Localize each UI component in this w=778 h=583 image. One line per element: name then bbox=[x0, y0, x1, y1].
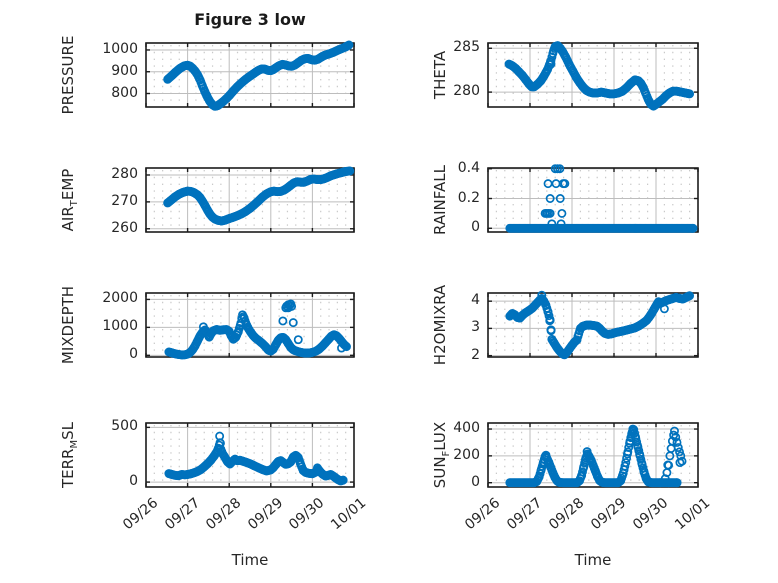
data-point bbox=[543, 179, 553, 189]
x-axis-label-right: Time bbox=[574, 551, 612, 569]
y-tick-label: 200 bbox=[453, 446, 480, 463]
x-axis-label-left: Time bbox=[231, 551, 269, 569]
data-point bbox=[216, 438, 225, 448]
data-point bbox=[672, 438, 682, 447]
y-tick-label: 500 bbox=[111, 418, 138, 435]
data-point bbox=[338, 475, 348, 485]
data-point bbox=[555, 164, 565, 174]
data-point bbox=[556, 219, 566, 229]
data-point bbox=[344, 40, 354, 50]
data-point bbox=[669, 430, 679, 440]
data-point bbox=[202, 91, 212, 101]
data-point bbox=[623, 447, 633, 457]
data-point bbox=[685, 89, 695, 99]
data-point bbox=[670, 426, 679, 436]
data-point bbox=[541, 450, 551, 460]
data-point bbox=[555, 194, 565, 203]
data-point bbox=[582, 447, 592, 457]
data-point bbox=[663, 460, 673, 470]
data-point bbox=[278, 316, 288, 326]
data-point bbox=[288, 318, 298, 328]
y-tick-label: 900 bbox=[111, 62, 138, 79]
data-point bbox=[560, 179, 570, 189]
data-point bbox=[621, 458, 631, 468]
data-point bbox=[675, 447, 684, 457]
data-point bbox=[671, 432, 681, 442]
data-point bbox=[675, 458, 685, 468]
data-point bbox=[685, 291, 695, 301]
plot-area-theta bbox=[487, 41, 699, 111]
y-tick-label: 1000 bbox=[102, 40, 138, 57]
data-point bbox=[628, 424, 638, 434]
plot-area-pressure bbox=[145, 40, 355, 111]
data-point bbox=[546, 325, 556, 335]
y-tick-label: 260 bbox=[111, 219, 138, 236]
data-point bbox=[666, 444, 676, 453]
data-point bbox=[537, 290, 547, 300]
y-tick-label: 400 bbox=[453, 420, 480, 437]
y-tick-label: 0 bbox=[471, 219, 480, 236]
plot-area-sun-flux bbox=[487, 422, 699, 488]
data-point bbox=[293, 335, 303, 345]
y-tick-label: 0.2 bbox=[457, 189, 480, 206]
data-point bbox=[345, 166, 355, 176]
data-point bbox=[337, 343, 346, 353]
y-tick-label: 2 bbox=[471, 346, 480, 363]
data-point bbox=[545, 194, 555, 203]
data-point bbox=[544, 311, 554, 321]
data-point bbox=[620, 461, 630, 471]
plot-area-terr-msl bbox=[145, 422, 355, 488]
figure-title: Figure 3 low bbox=[194, 10, 306, 29]
y-tick-label: 4 bbox=[471, 292, 480, 309]
y-axis-label-terr-msl: TERRMSL bbox=[59, 421, 80, 489]
y-tick-label: 2000 bbox=[102, 290, 138, 307]
data-point bbox=[688, 223, 698, 233]
plot-area-h2omixra bbox=[487, 290, 699, 360]
y-tick-label: 800 bbox=[111, 84, 138, 101]
data-point bbox=[673, 443, 683, 453]
plot-area-mixdepth bbox=[145, 292, 355, 360]
data-point bbox=[545, 316, 555, 326]
y-tick-label: 1000 bbox=[102, 318, 138, 335]
y-tick-label: 285 bbox=[453, 39, 480, 56]
y-tick-label: 0 bbox=[471, 473, 480, 490]
data-point bbox=[672, 478, 682, 488]
plot-area-rainfall bbox=[487, 164, 699, 233]
data-point bbox=[545, 208, 555, 218]
y-tick-label: 270 bbox=[111, 192, 138, 209]
data-point bbox=[547, 219, 557, 229]
data-point bbox=[286, 299, 296, 309]
plot-area-air-temp bbox=[145, 166, 355, 233]
y-tick-label: 3 bbox=[471, 319, 480, 336]
data-point bbox=[342, 342, 351, 352]
data-point bbox=[551, 179, 561, 189]
data-point bbox=[557, 208, 567, 218]
y-tick-label: 280 bbox=[453, 83, 480, 100]
y-axis-label-sun-flux: SUNFLUX bbox=[431, 421, 452, 489]
data-point bbox=[312, 463, 322, 473]
y-tick-label: 0.4 bbox=[457, 159, 480, 176]
data-point bbox=[198, 322, 208, 332]
y-tick-label: 280 bbox=[111, 165, 138, 182]
y-tick-label: 0 bbox=[129, 473, 138, 490]
data-point bbox=[659, 304, 669, 314]
data-point bbox=[546, 59, 556, 69]
y-tick-label: 0 bbox=[129, 346, 138, 363]
